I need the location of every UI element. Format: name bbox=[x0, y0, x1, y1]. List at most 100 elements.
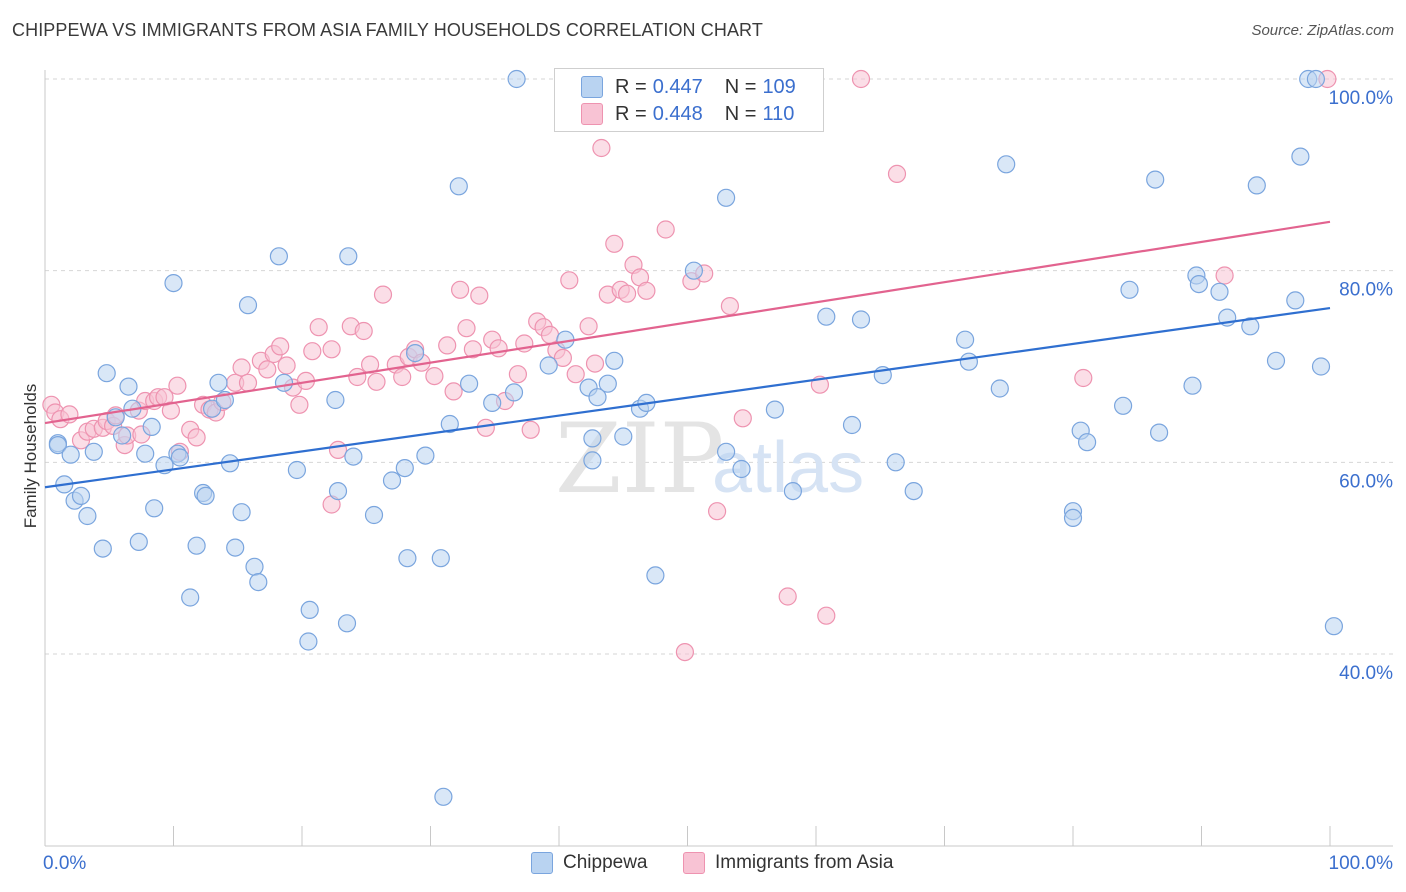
chippewa-point bbox=[614, 427, 633, 446]
chippewa-point bbox=[583, 451, 602, 470]
chippewa-point bbox=[416, 446, 435, 465]
immigrants-from-asia-point bbox=[354, 321, 373, 341]
y-axis-label: Family Households bbox=[21, 384, 40, 529]
chippewa-point bbox=[209, 373, 228, 392]
chippewa-point bbox=[1149, 423, 1169, 442]
chippewa-point bbox=[339, 247, 358, 266]
chippewa-point bbox=[1113, 396, 1133, 415]
chippewa-point bbox=[1247, 176, 1266, 195]
immigrants-from-asia-point bbox=[238, 373, 258, 392]
chippewa-point bbox=[1286, 291, 1305, 310]
chippewa-point bbox=[842, 415, 862, 435]
immigrants-from-asia-point bbox=[617, 284, 637, 303]
chippewa-point bbox=[955, 330, 975, 349]
chippewa-point bbox=[1324, 617, 1344, 636]
chippewa-point bbox=[588, 388, 607, 407]
chippewa-point bbox=[1077, 433, 1097, 452]
chippewa-point bbox=[61, 445, 80, 464]
stats-legend: R = 0.447 N = 109 R = 0.448 N = 110 bbox=[554, 68, 824, 132]
chippewa-point bbox=[504, 383, 524, 402]
bottom-legend-swatch-immigrants bbox=[683, 852, 705, 874]
chippewa-point bbox=[299, 632, 318, 651]
immigrants-from-asia-point bbox=[277, 356, 296, 375]
chippewa-point bbox=[181, 588, 200, 607]
immigrants-from-asia-point bbox=[637, 281, 656, 300]
chippewa-point bbox=[583, 429, 602, 448]
chippewa-point bbox=[431, 549, 450, 568]
y-tick-label: 100.0% bbox=[1329, 88, 1394, 109]
chippewa-point bbox=[287, 460, 306, 480]
x-tick-label: 100.0% bbox=[1329, 853, 1394, 874]
chippewa-point bbox=[765, 400, 785, 419]
immigrants-from-asia-point bbox=[438, 336, 457, 355]
chippewa-point bbox=[129, 532, 148, 552]
chippewa-point bbox=[434, 787, 453, 806]
immigrants-from-asia-point bbox=[733, 409, 752, 428]
y-tick-label: 80.0% bbox=[1339, 280, 1393, 301]
chippewa-point bbox=[1266, 351, 1286, 370]
immigrants-from-asia-point bbox=[463, 340, 482, 359]
chippewa-point bbox=[328, 482, 348, 501]
immigrants-from-asia-point bbox=[778, 587, 797, 606]
chippewa-point bbox=[959, 352, 979, 371]
chippewa-point bbox=[226, 538, 245, 557]
legend-swatch-immigrants bbox=[581, 103, 603, 125]
grid-lines: 100.0% 80.0% 60.0% 40.0% bbox=[45, 78, 1394, 684]
chippewa-point bbox=[716, 188, 736, 207]
chippewa-point bbox=[97, 364, 116, 383]
immigrants-from-asia-point bbox=[720, 297, 740, 316]
chippewa-point bbox=[337, 614, 357, 633]
immigrants-from-asia-point bbox=[232, 358, 251, 377]
immigrants-from-asia-point bbox=[1215, 266, 1234, 285]
chippewa-point bbox=[382, 471, 402, 490]
immigrants-from-asia-point bbox=[1074, 368, 1093, 388]
immigrants-from-asia-point bbox=[393, 367, 412, 387]
chippewa-point bbox=[1146, 170, 1165, 189]
immigrants-from-asia-point bbox=[290, 395, 309, 414]
chippewa-point bbox=[119, 377, 138, 396]
legend-n-value: 110 bbox=[762, 102, 795, 125]
immigrants-from-asia-point bbox=[579, 317, 598, 336]
chippewa-point bbox=[605, 351, 624, 370]
immigrants-from-asia-point bbox=[451, 280, 470, 299]
immigrants-from-asia-point bbox=[707, 502, 727, 521]
immigrants-from-asia-point bbox=[887, 164, 907, 183]
chippewa-point bbox=[904, 482, 923, 501]
immigrants-from-asia-point bbox=[605, 234, 624, 253]
legend-r-label: R = bbox=[615, 102, 647, 125]
chippewa-point bbox=[232, 503, 251, 522]
chippewa-point bbox=[817, 307, 836, 326]
immigrants-from-asia-point bbox=[592, 138, 611, 158]
legend-swatch-chippewa bbox=[581, 76, 603, 98]
immigrants-from-asia-point bbox=[508, 365, 528, 384]
chippewa-point bbox=[449, 177, 468, 196]
legend-n-value: 109 bbox=[762, 75, 796, 98]
chippewa-point bbox=[732, 459, 751, 479]
chippewa-point bbox=[145, 499, 164, 518]
chippewa-point bbox=[274, 373, 294, 392]
legend-row-immigrants: R = 0.448 N = 110 bbox=[581, 102, 794, 126]
immigrants-from-asia-point bbox=[560, 271, 579, 290]
chippewa-point bbox=[112, 426, 132, 445]
chippewa-point bbox=[245, 557, 264, 576]
immigrants-from-asia-point bbox=[540, 325, 560, 344]
x-tick-label: 0.0% bbox=[43, 853, 86, 874]
bottom-legend-swatch-chippewa bbox=[531, 852, 553, 874]
immigrants-from-asia-point bbox=[271, 337, 290, 356]
immigrants-from-asia-point bbox=[328, 440, 348, 459]
immigrants-from-asia-point bbox=[444, 382, 463, 401]
chippewa-point bbox=[646, 566, 665, 585]
chippewa-point bbox=[440, 414, 459, 434]
chippewa-point bbox=[1311, 357, 1331, 376]
legend-r-value: 0.447 bbox=[652, 75, 703, 98]
immigrants-from-asia-point bbox=[817, 606, 836, 625]
immigrants-from-asia-point bbox=[470, 286, 489, 305]
chippewa-point bbox=[170, 448, 189, 467]
immigrants-from-asia-point bbox=[585, 354, 605, 373]
immigrants-from-asia-point bbox=[309, 318, 328, 337]
immigrants-from-asia-point bbox=[161, 401, 180, 420]
immigrants-from-asia-point bbox=[168, 376, 187, 395]
immigrants-from-asia-point bbox=[553, 348, 573, 367]
immigrants-from-asia-point bbox=[367, 372, 386, 391]
chippewa-point bbox=[269, 247, 288, 266]
